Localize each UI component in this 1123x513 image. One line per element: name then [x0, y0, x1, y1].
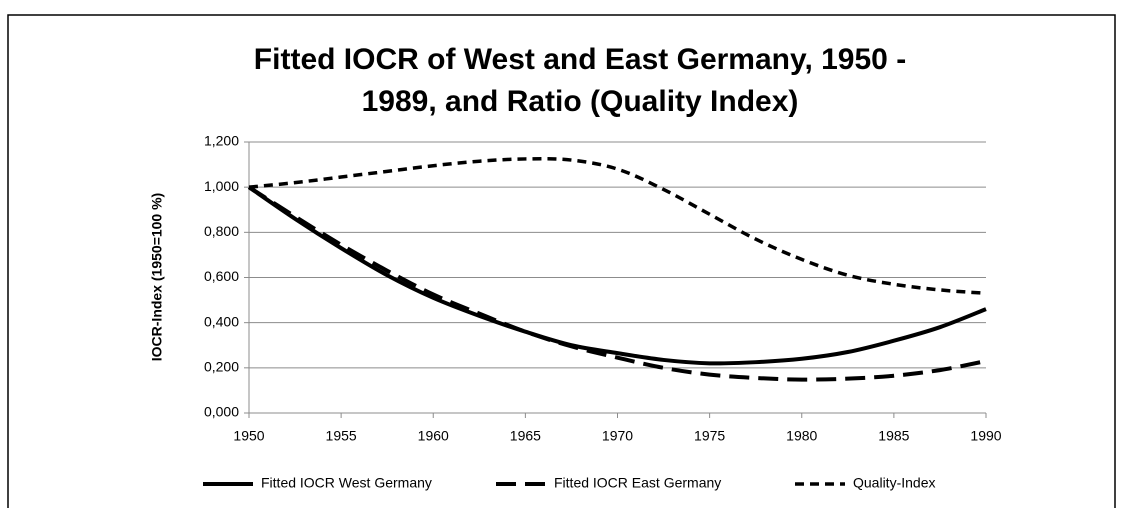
chart-subtitle: 1989, and Ratio (Quality Index) [362, 85, 799, 118]
x-tick-label: 1985 [878, 428, 909, 444]
x-tick-label: 1965 [510, 428, 541, 444]
y-axis-label: IOCR-Index (1950=100 %) [149, 193, 165, 361]
y-tick-label: 1,000 [204, 178, 239, 194]
x-tick-label: 1980 [786, 428, 817, 444]
series-line [247, 185, 987, 382]
x-tick-label: 1955 [326, 428, 357, 444]
y-tick-label: 0,400 [204, 313, 239, 329]
series-line [247, 185, 987, 366]
y-tick-label: 0,000 [204, 404, 239, 420]
x-tick-label: 1950 [233, 428, 264, 444]
series-line [248, 157, 987, 296]
chart-title: Fitted IOCR of West and East Germany, 19… [254, 43, 906, 76]
chart-border [7, 14, 1116, 513]
y-tick-label: 0,800 [204, 223, 239, 239]
x-tick-label: 1960 [418, 428, 449, 444]
legend-label: Quality-Index [853, 475, 935, 491]
legend-label: Fitted IOCR East Germany [554, 475, 721, 491]
x-tick-label: 1990 [970, 428, 1001, 444]
x-tick-label: 1970 [602, 428, 633, 444]
x-tick-label: 1975 [694, 428, 725, 444]
y-tick-label: 1,200 [204, 133, 239, 149]
y-tick-label: 0,200 [204, 359, 239, 375]
legend-label: Fitted IOCR West Germany [261, 475, 432, 491]
y-tick-label: 0,600 [204, 268, 239, 284]
